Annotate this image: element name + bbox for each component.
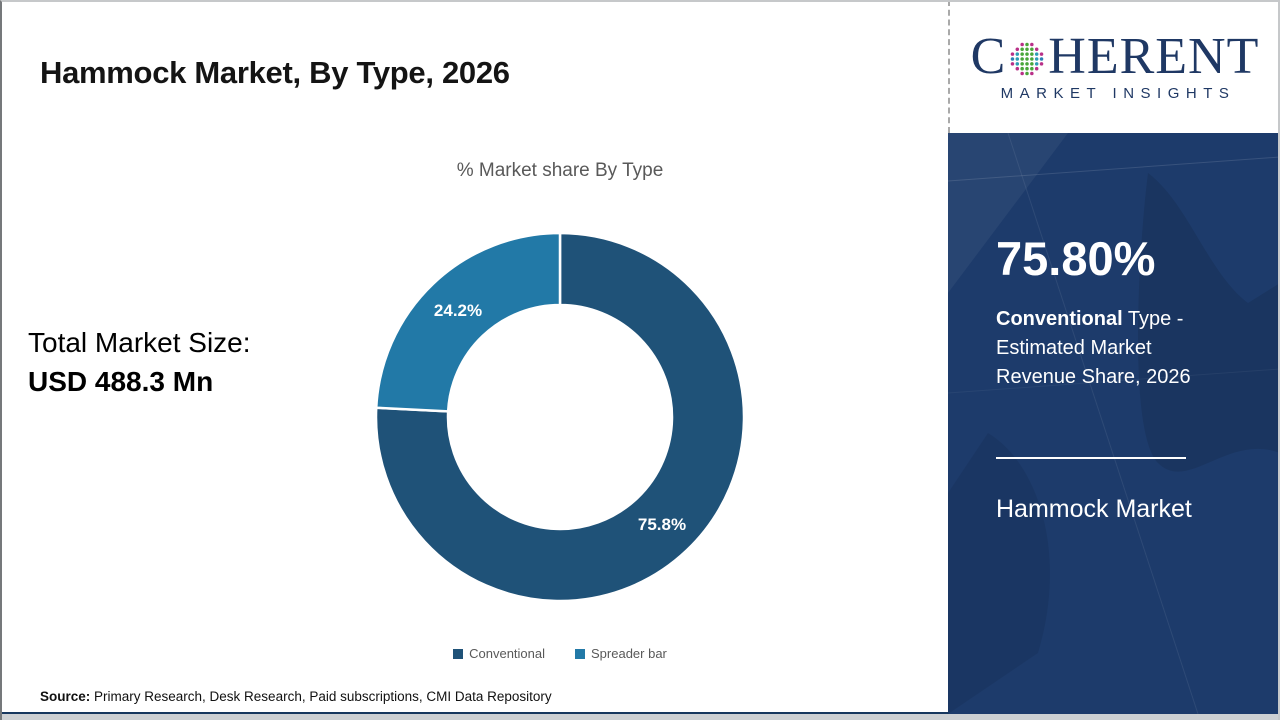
legend-item: Spreader bar [575, 646, 667, 661]
logo-letter-c: C [970, 28, 1007, 85]
globe-dot [1015, 57, 1020, 61]
stat-description-rest: Type - Estimated Market Revenue Share, 2… [996, 308, 1191, 388]
globe-dot [1035, 66, 1039, 71]
company-logo: C HERENT MARKET INSIGHTS [948, 0, 1280, 133]
total-market-size-label: Total Market Size: [28, 327, 251, 358]
globe-dot [1015, 62, 1020, 66]
globe-dot [1015, 66, 1020, 71]
donut-chart: 75.8% 24.2% [374, 231, 746, 603]
page-title: Hammock Market, By Type, 2026 [40, 54, 510, 90]
globe-dot [1040, 57, 1044, 61]
globe-dot [1025, 62, 1030, 66]
globe-dot [1040, 52, 1044, 56]
bottom-strip [0, 714, 1280, 720]
globe-dot [1030, 71, 1034, 76]
total-market-size-block: Total Market Size: USD 488.3 Mn [28, 324, 251, 402]
globe-dot [1035, 62, 1039, 66]
globe-dot [1025, 52, 1030, 56]
legend-swatch-icon [453, 648, 464, 659]
legend-label: Conventional [469, 646, 545, 661]
globe-dot [1030, 47, 1034, 52]
stat-description: Conventional Type - Estimated Market Rev… [996, 305, 1218, 392]
globe-dot [1030, 42, 1034, 47]
globe-dot [1020, 62, 1025, 66]
globe-dot [1025, 57, 1030, 61]
globe-dot [1040, 62, 1044, 66]
donut-slice-spreader-bar [374, 231, 562, 413]
slice-data-label: 24.2% [434, 301, 482, 320]
globe-dot [1011, 57, 1015, 61]
logo-subtitle: MARKET INSIGHTS [1000, 85, 1236, 102]
globe-dot [1015, 52, 1020, 56]
globe-dot [1035, 57, 1039, 61]
content-bottom-line [0, 712, 949, 714]
globe-dot [1035, 47, 1039, 52]
globe-dot [1030, 66, 1034, 71]
stat-description-segment: Conventional [996, 308, 1123, 330]
chart-legend: Conventional Spreader bar [330, 646, 790, 661]
globe-dot [1020, 71, 1025, 76]
panel-market-name: Hammock Market [996, 495, 1192, 523]
globe-dot [1020, 57, 1025, 61]
globe-dot [1011, 52, 1015, 56]
world-map-texture [948, 133, 1280, 714]
total-market-size-value: USD 488.3 Mn [28, 366, 214, 397]
donut-slice-conventional [374, 231, 746, 603]
logo-word-herent: HERENT [1048, 28, 1260, 85]
globe-dot [1025, 47, 1030, 52]
globe-dot [1025, 71, 1030, 76]
logo-wordmark: C HERENT [971, 31, 1260, 83]
globe-dot [1025, 42, 1030, 47]
cmi-globe-icon [1011, 42, 1044, 76]
globe-dot [1030, 52, 1034, 56]
globe-dot [1030, 62, 1034, 66]
source-line: Source: Primary Research, Desk Research,… [40, 689, 552, 704]
globe-dot [1025, 66, 1030, 71]
chart-title: % Market share By Type [456, 160, 664, 181]
stat-value: 75.80% [996, 232, 1156, 285]
highlight-side-panel: 75.80% Conventional Type - Estimated Mar… [948, 133, 1280, 714]
globe-dot [1030, 57, 1034, 61]
globe-dot [1015, 47, 1020, 52]
source-label: Source: [40, 689, 91, 704]
slice-data-label: 75.8% [638, 515, 686, 534]
globe-dot [1020, 52, 1025, 56]
legend-label: Spreader bar [591, 646, 667, 661]
globe-dot [1020, 66, 1025, 71]
globe-dot [1011, 62, 1015, 66]
panel-divider [996, 457, 1186, 459]
legend-item: Conventional [453, 646, 545, 661]
globe-dot [1020, 47, 1025, 52]
source-text: Primary Research, Desk Research, Paid su… [90, 689, 552, 704]
globe-dot [1020, 42, 1025, 47]
legend-swatch-icon [575, 648, 585, 659]
globe-dot [1035, 52, 1039, 56]
